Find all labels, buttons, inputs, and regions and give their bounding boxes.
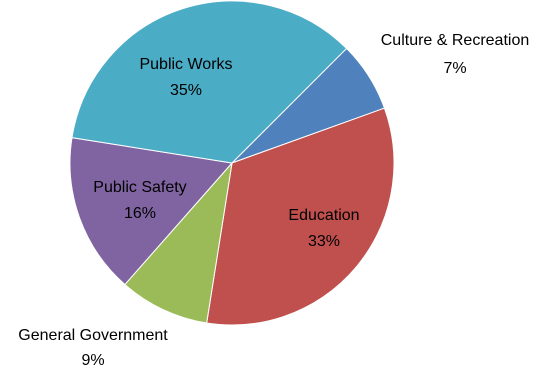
- slice-percent-culture-and-recreation: 7%: [443, 60, 466, 77]
- pie-slice-education: [206, 107, 395, 326]
- slice-percent-public-works: 35%: [170, 82, 202, 99]
- pie-slice-public-safety: [69, 137, 233, 286]
- slice-label-general-government: General Government: [18, 327, 168, 344]
- slice-label-public-safety: Public Safety: [93, 179, 186, 196]
- pie-slices: [69, 0, 395, 326]
- slice-label-education: Education: [288, 207, 359, 224]
- slice-percent-public-safety: 16%: [124, 205, 156, 222]
- slice-label-public-works: Public Works: [139, 56, 232, 73]
- pie-slice-general-government: [124, 161, 233, 324]
- slice-percent-education: 33%: [308, 233, 340, 250]
- slice-percent-general-government: 9%: [81, 352, 104, 368]
- slice-label-culture-and-recreation: Culture & Recreation: [381, 32, 530, 49]
- pie-data-labels: Culture & Recreation 7% Education 33% Genera…: [18, 32, 529, 368]
- pie-slice-public-works: [71, 0, 348, 164]
